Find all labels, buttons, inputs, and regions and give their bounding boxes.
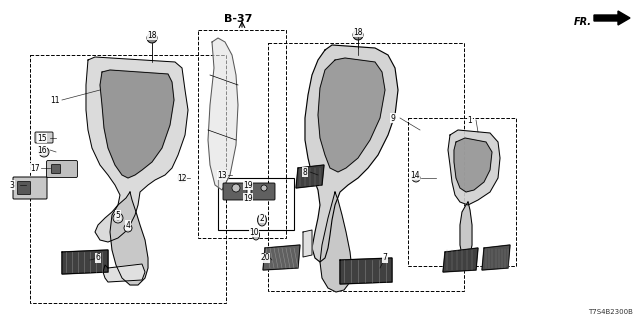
Circle shape (113, 213, 123, 223)
Ellipse shape (257, 214, 266, 226)
FancyBboxPatch shape (13, 177, 47, 199)
Text: 18: 18 (147, 30, 157, 39)
Text: 4: 4 (125, 220, 131, 229)
Polygon shape (594, 11, 630, 25)
Text: 18: 18 (353, 28, 363, 36)
Circle shape (415, 177, 417, 180)
Circle shape (178, 174, 186, 182)
Text: 8: 8 (303, 167, 307, 177)
Ellipse shape (253, 230, 259, 240)
FancyBboxPatch shape (35, 132, 53, 143)
Polygon shape (62, 250, 108, 274)
Text: 12: 12 (177, 173, 187, 182)
FancyBboxPatch shape (51, 164, 61, 173)
Polygon shape (482, 245, 510, 270)
Text: 2: 2 (260, 213, 264, 222)
Polygon shape (208, 38, 238, 190)
Text: 7: 7 (383, 253, 387, 262)
Bar (198, 30, 286, 238)
Text: 11: 11 (51, 95, 60, 105)
Text: 13: 13 (217, 171, 227, 180)
Text: T7S4B2300B: T7S4B2300B (588, 309, 632, 315)
Circle shape (412, 174, 420, 182)
Bar (30, 55, 226, 303)
Text: 15: 15 (37, 133, 47, 142)
Polygon shape (448, 130, 500, 205)
Polygon shape (340, 258, 392, 284)
Polygon shape (86, 57, 188, 242)
Text: 19: 19 (243, 180, 253, 189)
Circle shape (261, 185, 267, 191)
Text: 6: 6 (95, 253, 100, 262)
Polygon shape (320, 192, 352, 292)
Circle shape (116, 216, 120, 220)
FancyBboxPatch shape (251, 183, 275, 200)
Circle shape (124, 224, 132, 232)
Bar (408, 118, 516, 266)
Polygon shape (460, 202, 472, 258)
Text: FR.: FR. (574, 17, 592, 27)
FancyBboxPatch shape (47, 161, 77, 178)
Circle shape (218, 171, 226, 179)
Bar (218, 178, 294, 230)
Text: 5: 5 (116, 211, 120, 220)
Polygon shape (103, 264, 145, 282)
Polygon shape (296, 165, 324, 188)
FancyBboxPatch shape (223, 183, 247, 200)
Polygon shape (263, 245, 300, 270)
Circle shape (221, 173, 223, 177)
Polygon shape (110, 192, 148, 285)
Polygon shape (454, 138, 492, 192)
Text: 16: 16 (37, 146, 47, 155)
Text: 19: 19 (243, 194, 253, 203)
Text: 3: 3 (10, 180, 15, 189)
Text: 17: 17 (30, 164, 40, 172)
Circle shape (147, 33, 157, 43)
Text: B-37: B-37 (224, 14, 252, 24)
Text: 20: 20 (260, 253, 270, 262)
FancyBboxPatch shape (17, 181, 31, 195)
Text: 1: 1 (468, 116, 472, 124)
Polygon shape (443, 248, 478, 272)
Text: 10: 10 (249, 228, 259, 236)
Polygon shape (318, 58, 385, 172)
Polygon shape (100, 70, 174, 178)
Circle shape (39, 147, 49, 157)
Text: 9: 9 (390, 114, 396, 123)
Circle shape (42, 149, 47, 155)
Circle shape (353, 30, 363, 40)
Polygon shape (305, 45, 398, 262)
Polygon shape (303, 230, 312, 257)
Circle shape (180, 177, 184, 180)
Text: 14: 14 (410, 171, 420, 180)
Circle shape (232, 184, 240, 192)
Bar (268, 43, 464, 291)
